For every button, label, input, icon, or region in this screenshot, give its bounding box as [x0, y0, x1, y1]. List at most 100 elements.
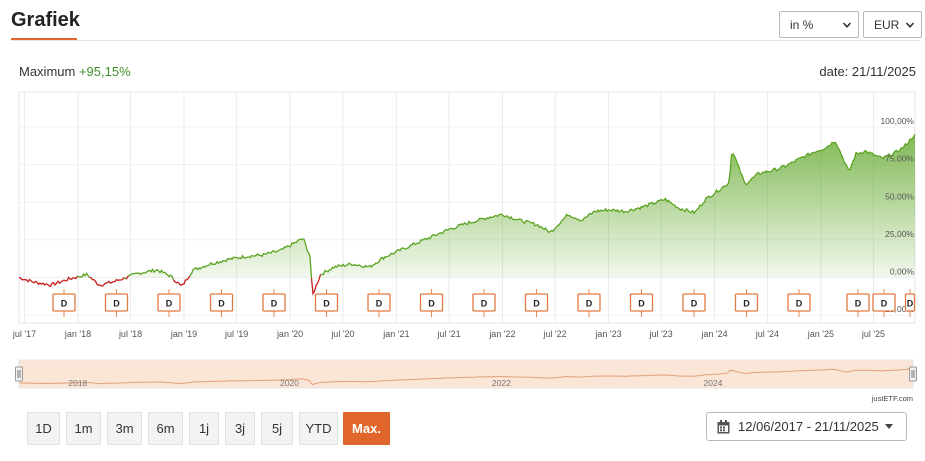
dividend-marker-box[interactable] [577, 293, 601, 312]
dividend-marker-label: D [907, 299, 914, 309]
y-tick-label: 75,00% [885, 154, 914, 164]
dividend-marker-label: D [61, 299, 68, 309]
x-tick-label: jul '22 [542, 329, 566, 339]
dividend-marker[interactable]: D [314, 289, 339, 317]
range-1j-button[interactable]: 1j [189, 412, 219, 445]
dividend-marker-label: D [323, 299, 330, 309]
dividend-marker-box[interactable] [419, 293, 444, 312]
dividend-marker-box[interactable] [314, 293, 339, 312]
x-tick-label: jul '24 [755, 329, 779, 339]
dividend-marker-label: D [638, 299, 645, 309]
range-ytd-button[interactable]: YTD [299, 412, 338, 445]
dividend-marker-box[interactable] [157, 293, 181, 312]
dividend-marker[interactable]: D [872, 289, 896, 317]
dividend-marker[interactable]: D [904, 289, 916, 317]
calendar-icon [717, 419, 730, 433]
dividend-marker[interactable]: D [682, 289, 706, 317]
dividend-marker-box[interactable] [629, 293, 654, 312]
range-3m-button[interactable]: 3m [107, 412, 142, 445]
navigator-handle-right-grip[interactable] [909, 366, 917, 382]
dividend-marker[interactable]: D [629, 289, 654, 317]
dividend-marker[interactable]: D [577, 289, 601, 317]
series-line-positive [77, 272, 91, 278]
dividend-marker-box[interactable] [262, 293, 286, 312]
dividend-marker[interactable]: D [209, 289, 234, 317]
navigator-tick-label: 2024 [704, 378, 723, 388]
dividend-marker[interactable]: D [367, 289, 391, 317]
dividend-marker-label: D [218, 299, 225, 309]
performance-chart[interactable]: 100,00% 75,00% 50,00% 25,00% 0,00% -25,00% jul… [0, 88, 925, 344]
dividend-marker-box[interactable] [104, 293, 129, 312]
x-tick-label: jan '21 [382, 329, 409, 339]
x-tick-label: jan '18 [64, 329, 91, 339]
dividend-marker[interactable]: D [262, 289, 286, 317]
navigator-handle-right[interactable] [909, 366, 917, 382]
page-title: Grafiek [11, 9, 80, 31]
dividend-marker-box[interactable] [872, 293, 896, 312]
dividend-marker-box[interactable] [367, 293, 391, 312]
y-tick-label: -25,00% [882, 304, 914, 314]
x-tick-label: jan '25 [807, 329, 834, 339]
unit-select-value: in % [790, 17, 814, 32]
navigator-window [18, 359, 914, 389]
dividend-marker-box[interactable] [524, 293, 549, 312]
x-tick-label: jul '17 [12, 329, 36, 339]
range-6m-button[interactable]: 6m [148, 412, 183, 445]
dividend-marker-label: D [586, 299, 593, 309]
range-1d-button[interactable]: 1D [27, 412, 60, 445]
series-line-negative [172, 275, 191, 287]
maximum-label: Maximum [19, 64, 76, 79]
dividend-marker[interactable]: D [157, 289, 181, 317]
date-range-picker[interactable]: 12/06/2017 - 21/11/2025 [706, 412, 907, 441]
dividend-marker[interactable]: D [846, 289, 870, 317]
range-max-button[interactable]: Max. [343, 412, 390, 445]
dividend-marker[interactable]: D [104, 289, 129, 317]
navigator-tick-label: 2018 [68, 378, 87, 388]
maximum-summary: Maximum +95,15% [19, 64, 131, 79]
range-3j-button[interactable]: 3j [225, 412, 255, 445]
x-tick-label: jul '20 [330, 329, 354, 339]
x-tick-label: jan '19 [170, 329, 197, 339]
dividend-marker[interactable]: D [787, 289, 811, 317]
x-tick-label: jan '20 [276, 329, 303, 339]
dividend-marker-label: D [691, 299, 698, 309]
dividend-marker-box[interactable] [846, 293, 870, 312]
range-1m-button[interactable]: 1m [66, 412, 101, 445]
currency-select[interactable]: EUR [863, 11, 922, 38]
x-tick-label: jan '22 [488, 329, 515, 339]
dividend-marker-label: D [533, 299, 540, 309]
series-line-negative [89, 276, 125, 287]
range-5j-button[interactable]: 5j [261, 412, 293, 445]
series-area [19, 134, 915, 278]
dividend-marker-box[interactable] [734, 293, 759, 312]
dividend-marker[interactable]: D [52, 289, 76, 317]
title-divider [11, 40, 920, 41]
range-navigator[interactable]: 2018 2020 2022 2024 justETF.com [0, 356, 925, 406]
dividend-marker-box[interactable] [904, 293, 916, 312]
dividend-marker[interactable]: D [524, 289, 549, 317]
dividend-marker[interactable]: D [734, 289, 759, 317]
series-line-negative [125, 275, 130, 280]
dividend-marker-label: D [743, 299, 750, 309]
dividend-marker-box[interactable] [787, 293, 811, 312]
unit-select[interactable]: in % [779, 11, 859, 38]
navigator-handle-left[interactable] [15, 366, 23, 382]
x-tick-label: jul '19 [224, 329, 248, 339]
dividend-marker[interactable]: D [419, 289, 444, 317]
dividend-marker-box[interactable] [682, 293, 706, 312]
dividend-marker[interactable]: D [472, 289, 496, 317]
dividend-marker-label: D [113, 299, 120, 309]
dividend-marker-box[interactable] [52, 293, 76, 312]
navigator-handle-left-grip[interactable] [15, 366, 23, 382]
currency-select-value: EUR [874, 17, 900, 32]
date-range-value: 12/06/2017 - 21/11/2025 [738, 419, 879, 434]
dividend-marker-label: D [428, 299, 435, 309]
series-line-negative [310, 274, 322, 296]
chevron-down-icon [842, 22, 852, 28]
dividend-marker-box[interactable] [472, 293, 496, 312]
y-tick-label: 0,00% [890, 267, 915, 277]
navigator-series-line [19, 368, 914, 385]
dividend-marker-label: D [855, 299, 862, 309]
dividend-marker-box[interactable] [209, 293, 234, 312]
